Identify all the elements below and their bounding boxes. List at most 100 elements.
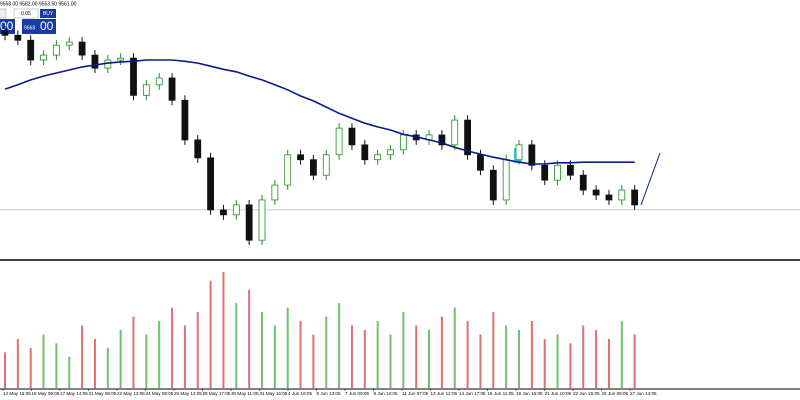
candle-body (567, 164, 574, 176)
volume-bar (607, 338, 610, 388)
volume-bar (338, 303, 341, 388)
x-tick-label: 17 May 14:05 (60, 391, 88, 396)
volume-bar (248, 289, 251, 388)
volume-bar (582, 325, 585, 388)
volume-bar (158, 321, 161, 388)
moving-average (4, 59, 635, 165)
candle-body (1, 30, 9, 36)
volume-bar (595, 329, 598, 388)
volume-bar (312, 334, 315, 388)
candle-body (271, 184, 279, 201)
volume-bar (145, 334, 148, 388)
volume-bar (543, 338, 546, 388)
x-tick-label: 21 May 08:05 (89, 391, 117, 396)
candle-body (592, 189, 600, 196)
candle-body (142, 84, 150, 96)
x-tick-label: 22 May 13:05 (117, 391, 145, 396)
candle-body (528, 144, 536, 166)
candle-body (65, 41, 73, 46)
volume-bar (299, 321, 302, 388)
x-tick-label: 25 May 12:05 (174, 391, 202, 396)
candle-body (194, 139, 202, 159)
buy-label: BUY (43, 11, 54, 17)
x-tick-label: 19 Jun 16:05 (516, 391, 543, 396)
candle-body (374, 154, 382, 161)
trend-line (640, 152, 661, 206)
buy-button[interactable] (40, 9, 56, 18)
volume-bar (620, 321, 623, 388)
x-tick-label: 28 May 17:05 (203, 391, 231, 396)
candle-body (91, 54, 99, 69)
candle-body (451, 119, 459, 146)
candle-body (618, 189, 626, 201)
candle-body (258, 199, 266, 241)
volume-bar (350, 325, 353, 388)
x-tick-label: 7 Jun 09:05 (345, 391, 369, 396)
volume-bar (42, 334, 45, 388)
volume-bar (55, 343, 58, 388)
volume-bar (453, 307, 456, 388)
sell-price-big: 00 (0, 19, 14, 33)
x-tick-label: 13 Jun 12:05 (431, 391, 458, 396)
volume-bar (93, 338, 96, 388)
candle-body (502, 159, 510, 201)
lot-value: 0.05 (21, 11, 31, 17)
candle-body (605, 194, 613, 201)
lot-down[interactable] (0, 8, 7, 19)
volume-bar (479, 334, 482, 388)
volume-bar (171, 307, 174, 388)
candle-body (348, 127, 356, 146)
buy-price-box[interactable] (22, 19, 56, 34)
candle-body (387, 149, 394, 156)
candle-body (631, 189, 639, 206)
volume-bar (132, 316, 135, 388)
candle-body (155, 77, 163, 86)
candle-body (245, 204, 253, 241)
volume-bar (183, 325, 186, 388)
volume-bar (222, 271, 225, 388)
volume-bar (389, 334, 392, 388)
x-tick-label: 11 Jun 07:05 (402, 391, 429, 396)
candle-body (322, 154, 330, 176)
volume-bar (569, 343, 572, 388)
x-tick-label: 8 Jun 14:05 (374, 391, 398, 396)
volume-bar (209, 280, 212, 388)
volume-bar (325, 316, 328, 388)
lot-input[interactable] (13, 8, 39, 19)
volume-bar (261, 312, 263, 388)
x-tick-label: 31 May 16:05 (260, 391, 288, 396)
x-tick-label: 26 Jun 09:05 (602, 391, 629, 396)
candle-body (477, 154, 484, 171)
buy-price-big: 00 (40, 19, 54, 33)
candle-body (464, 119, 472, 156)
volume-bar (16, 338, 19, 388)
volume-bar (428, 329, 431, 388)
volume-bar (81, 325, 84, 388)
volume-bar (363, 329, 366, 388)
candle-body (541, 164, 549, 181)
plot-area: 14 May 15:05 16 May 09:05 17 May 14:05 21 M… (0, 26, 800, 396)
sell-price-box[interactable] (0, 19, 15, 34)
volume-bar (68, 356, 71, 388)
volume-bar (556, 334, 559, 388)
candle-body (579, 174, 587, 191)
volume-bar (235, 303, 238, 388)
x-tick-label: 30 May 11:05 (231, 391, 259, 396)
x-tick-label: 21 Jun 10:05 (545, 391, 572, 396)
volume-bar (106, 347, 109, 388)
volume-bar (4, 352, 6, 388)
candle-body (554, 164, 561, 181)
x-tick-label: 22 Jun 15:05 (573, 391, 600, 396)
volume-bar (492, 312, 495, 388)
candle-body (40, 54, 47, 61)
volume-bar (518, 329, 520, 388)
candle-body (361, 144, 369, 161)
volume-bar (376, 321, 379, 388)
x-tick-label: 18 Jun 11:05 (488, 391, 515, 396)
candle-body (515, 144, 523, 161)
buy-price-small: 9568 (24, 25, 35, 31)
candle-body (297, 154, 304, 161)
candle-body (399, 134, 407, 151)
candle-body (489, 169, 497, 201)
candle-body (53, 44, 60, 56)
